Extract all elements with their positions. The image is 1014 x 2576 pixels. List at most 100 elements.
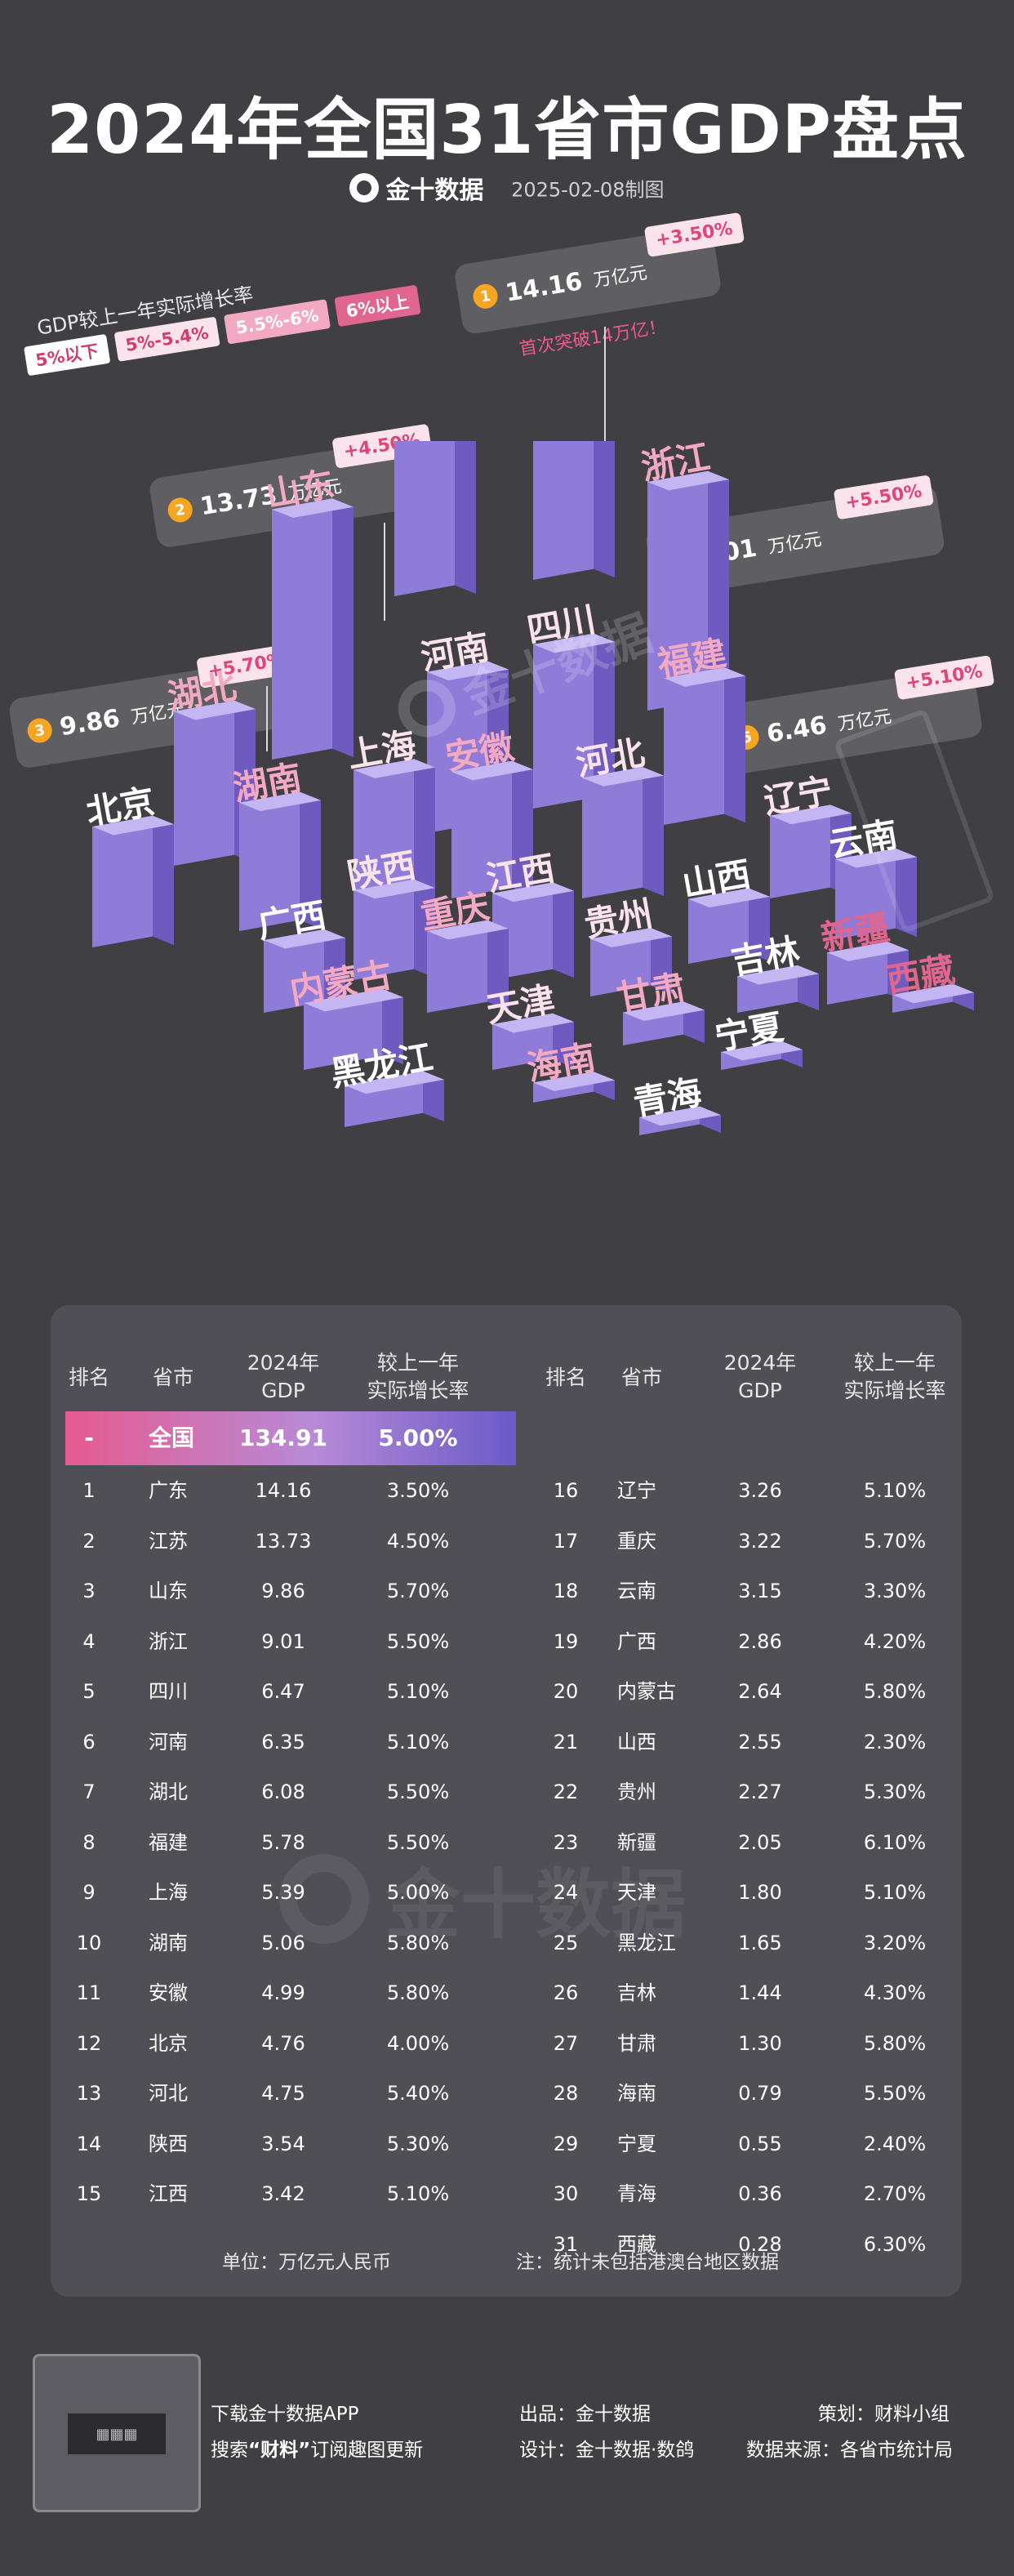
cell-gdp: 6.35 — [261, 1730, 305, 1754]
bar-side-贵州 — [651, 928, 672, 995]
cell-region: 贵州 — [617, 1780, 656, 1803]
national-row: - 全国 134.91 5.00% — [51, 1413, 524, 1464]
cell-growth: 5.70% — [863, 1529, 927, 1553]
cell-growth: 5.10% — [863, 1479, 927, 1502]
bar-天津: 天津 — [483, 978, 574, 1070]
qr-code-image: ▦▦▦ — [68, 2413, 166, 2454]
table-row: 15 江西 3.42 5.10% — [51, 2168, 508, 2219]
table-row: 30 青海 0.36 2.70% — [527, 2168, 985, 2219]
cell-region: 湖南 — [149, 1931, 188, 1954]
bar-福建: 福建 — [654, 633, 745, 825]
callout-stem — [266, 686, 268, 751]
cell-growth: 6.30% — [863, 2232, 927, 2256]
bar-北京: 北京 — [83, 781, 174, 947]
qr-code[interactable]: ▦▦▦ — [33, 2354, 201, 2512]
cell-rank: 13 — [76, 2082, 102, 2105]
cell-gdp: 14.16 — [255, 1479, 312, 1502]
search-suffix: 订阅趣图更新 — [310, 2440, 424, 2461]
table-row: 11 安徽 4.99 5.80% — [51, 1968, 508, 2018]
cell-gdp: 6.08 — [261, 1780, 305, 1803]
cell-rank: 18 — [553, 1580, 579, 1602]
cell-gdp: 0.36 — [738, 2182, 782, 2205]
cell-rank: 16 — [553, 1479, 579, 1502]
bar-side-山西 — [749, 888, 770, 962]
header-growth-line2: 实际增长率 — [843, 1379, 946, 1402]
cell-gdp: 13.73 — [255, 1529, 312, 1553]
bar-side-上海 — [414, 759, 435, 905]
bar-front-浙江 — [647, 470, 708, 711]
bar-side-江苏 — [455, 441, 476, 595]
table-row: 12 北京 4.76 4.00% — [51, 2018, 508, 2069]
source-credit: 数据来源：各省市统计局 — [746, 2434, 953, 2462]
cell-region: 广东 — [149, 1479, 188, 1502]
cell-growth: 6.10% — [863, 1830, 927, 1854]
cell-growth: 3.50% — [386, 1479, 450, 1502]
bar-安徽: 安徽 — [443, 726, 533, 898]
bar-top-天津 — [492, 1013, 574, 1033]
cell-rank: 11 — [76, 1981, 102, 2004]
header-gdp-line1: 2024年 — [723, 1351, 797, 1375]
cell-gdp: 4.99 — [261, 1981, 305, 2004]
cell-rank: 5 — [82, 1680, 96, 1703]
bar-top-山东 — [272, 498, 354, 519]
cell-gdp: 1.65 — [738, 1931, 782, 1954]
bar-side-江西 — [553, 882, 574, 978]
cell-rank: 26 — [553, 1981, 579, 2004]
bar-side-天津 — [553, 1013, 574, 1068]
bar-内蒙古: 内蒙古 — [287, 955, 403, 1070]
header-growth-line1: 较上一年 — [376, 1351, 459, 1375]
bar-河北: 河北 — [573, 733, 664, 898]
cell-region: 江西 — [149, 2182, 188, 2205]
cell-gdp: 4.76 — [261, 2031, 305, 2055]
cell-region: 山西 — [617, 1730, 656, 1754]
cell-gdp: 3.54 — [261, 2132, 305, 2155]
header-gdp-line1: 2024年 — [247, 1351, 320, 1375]
cell-growth: 5.50% — [386, 1830, 450, 1854]
cell-growth: 5.80% — [386, 1931, 450, 1954]
bar-side-安徽 — [512, 760, 533, 897]
cell-rank: 27 — [553, 2031, 579, 2055]
bar-top-黑龙江 — [345, 1071, 444, 1094]
cell-region: 海南 — [617, 2082, 656, 2105]
bar-top-湖北 — [174, 700, 256, 720]
cell-region: 江苏 — [149, 1529, 188, 1553]
callout-rank-1: 1 14.16 万亿元 +3.50% 首次突破14万亿！ — [453, 212, 745, 360]
header-region: 省市 — [152, 1366, 193, 1389]
cell-gdp: 2.55 — [738, 1730, 782, 1754]
cell-rank: 19 — [553, 1629, 579, 1653]
table-row: 6 河南 6.35 5.10% — [51, 1717, 508, 1767]
bar-top-辽宁 — [770, 804, 852, 825]
cell-rank: 6 — [82, 1730, 96, 1754]
table-row: 24 天津 1.80 5.10% — [527, 1867, 985, 1918]
cell-rank: 21 — [553, 1730, 579, 1754]
watermark-text: 金十数据 — [385, 1861, 687, 1949]
designer-label: 设计： — [519, 2440, 576, 2461]
cell-growth: 2.30% — [863, 1730, 927, 1754]
cell-region: 辽宁 — [617, 1479, 656, 1502]
bar-front-河北 — [582, 767, 643, 898]
designer-credit: 设计：金十数据·数鸽 — [519, 2434, 694, 2462]
bar-side-四川 — [594, 633, 615, 807]
table-row: 3 山东 9.86 5.70% — [51, 1566, 508, 1616]
bar-top-重庆 — [427, 920, 509, 940]
bar-front-广西 — [264, 929, 324, 1013]
table-watermark: 金十数据 — [279, 1844, 686, 1953]
bar-top-四川 — [533, 633, 615, 653]
table-row: 29 宁夏 0.55 2.40% — [527, 2119, 985, 2169]
table-row: 22 贵州 2.27 5.30% — [527, 1767, 985, 1817]
bar-side-山东 — [332, 498, 354, 758]
cell-growth: 5.10% — [386, 1730, 450, 1754]
bar-top-上海 — [354, 759, 435, 778]
bar-top-云南 — [835, 848, 917, 868]
bar-side-福建 — [724, 667, 745, 823]
national-row-highlight — [65, 1411, 516, 1465]
cell-rank: 23 — [553, 1830, 579, 1854]
cell-region: 黑龙江 — [617, 1931, 676, 1954]
cell-growth: 5.50% — [386, 1629, 450, 1653]
callout-note: 首次突破14万亿！ — [518, 316, 669, 360]
bar-top-河北 — [582, 767, 664, 787]
cell-gdp: 2.05 — [738, 1830, 782, 1854]
bar-湖南: 湖南 — [230, 757, 321, 931]
bar-黑龙江: 黑龙江 — [327, 1036, 444, 1127]
callout-gdp: 14.16 — [503, 266, 585, 308]
